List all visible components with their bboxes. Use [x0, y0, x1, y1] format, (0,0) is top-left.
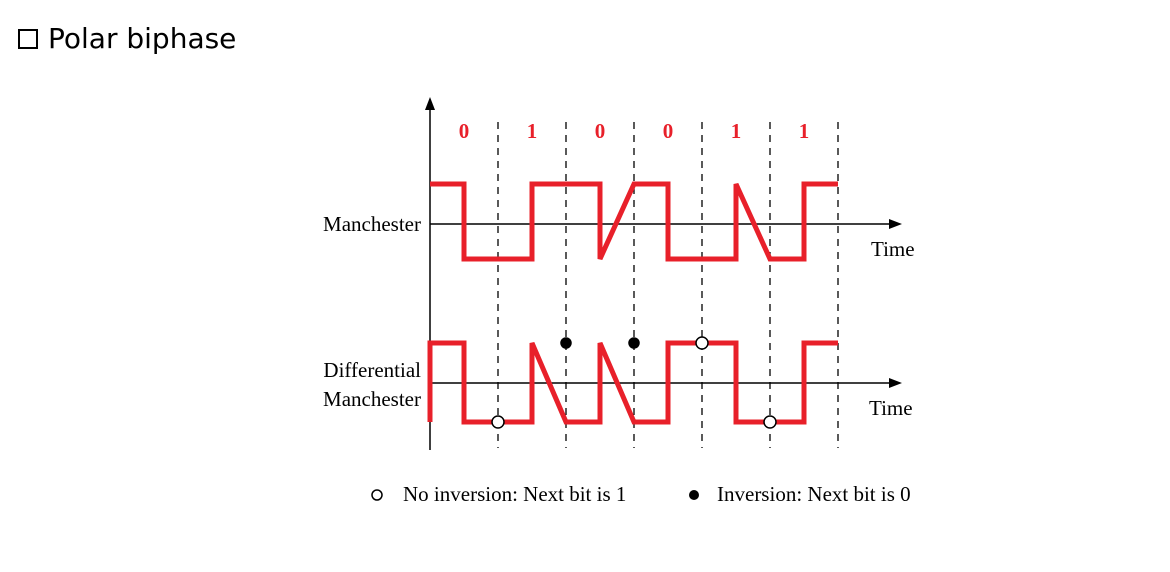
manchester-time-label: Time — [871, 237, 915, 261]
manchester-axis-arrow-icon — [889, 219, 902, 229]
differential-label-line1: Differential — [323, 358, 421, 382]
differential-time-label: Time — [869, 396, 913, 420]
vertical-axis-arrow-icon — [425, 97, 435, 110]
no-inversion-marker — [695, 336, 709, 350]
checkbox-icon — [18, 29, 38, 49]
inversion-marker — [628, 337, 640, 349]
differential-label-line2: Manchester — [323, 387, 421, 411]
bit-label: 0 — [459, 119, 470, 143]
differential-manchester-waveform — [427, 340, 838, 425]
manchester-label: Manchester — [323, 212, 421, 236]
heading-text: Polar biphase — [48, 21, 237, 55]
inversion-marker — [560, 337, 572, 349]
no-inversion-marker — [763, 415, 777, 429]
slide-heading: Polar biphase — [18, 18, 236, 58]
legend-inversion: Inversion: Next bit is 0 — [717, 482, 911, 506]
bit-label: 0 — [595, 119, 606, 143]
legend-no-inversion: No inversion: Next bit is 1 — [403, 482, 626, 506]
no-inversion-marker — [491, 415, 505, 429]
bit-label: 0 — [663, 119, 674, 143]
bit-label: 1 — [731, 119, 742, 143]
differential-axis-arrow-icon — [889, 378, 902, 388]
filled-circle-icon — [689, 490, 699, 500]
bit-label: 1 — [799, 119, 810, 143]
open-circle-icon — [371, 489, 383, 501]
manchester-waveform — [430, 181, 838, 262]
bit-label: 1 — [527, 119, 538, 143]
